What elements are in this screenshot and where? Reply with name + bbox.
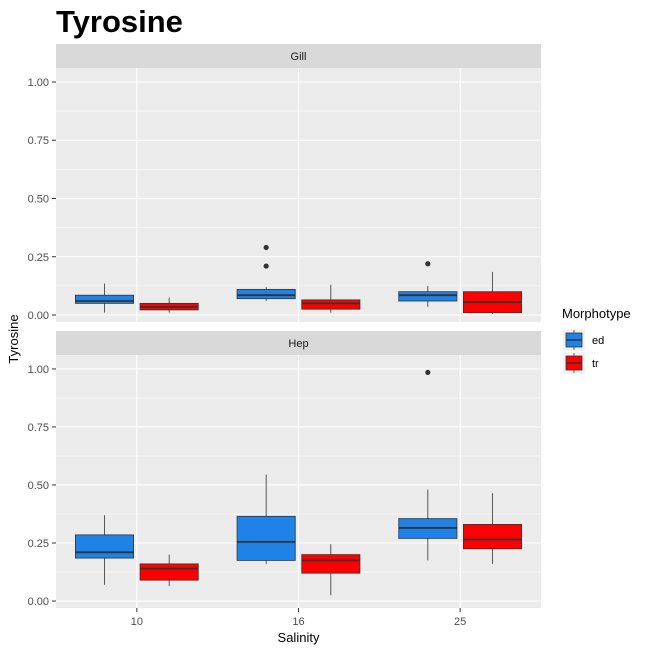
outlier-point [425, 261, 431, 267]
outlier-point [425, 369, 431, 376]
box-hep-16-ed [236, 474, 296, 564]
box-hep-25-ed [398, 369, 458, 561]
box-gill-25-ed [398, 261, 458, 307]
y-tick-label-hep: 0.25 [28, 538, 49, 550]
legend: Morphotype ed tr [562, 306, 631, 374]
box-body [236, 288, 296, 300]
legend-label-ed: ed [592, 335, 604, 347]
box-hep-10-ed [75, 515, 135, 585]
legend-title: Morphotype [562, 306, 631, 321]
y-tick-label-hep: 0.50 [28, 480, 49, 492]
x-tick-label-10: 10 [131, 616, 143, 628]
x-tick-label-16: 16 [292, 616, 304, 628]
strip-label-gill: Gill [291, 51, 307, 63]
facet-panels: Gill 0.00 0.25 0.50 0.75 1.00 Hep 0.00 0.25 0.50 0… [28, 44, 541, 608]
box-gill-16-ed [236, 244, 296, 302]
y-tick-label-hep: 0.00 [28, 596, 49, 608]
outlier-point [263, 263, 269, 269]
box-gill-25-tr [462, 271, 522, 314]
box-hep-16-tr [301, 544, 361, 596]
box-body [398, 291, 458, 302]
x-axis: 10 16 25 [131, 608, 466, 628]
box-body [139, 563, 199, 581]
y-tick-label-hep: 1.00 [28, 364, 49, 376]
box-body [75, 294, 135, 304]
y-tick-label-gill: 0.25 [28, 252, 49, 264]
box-body [301, 554, 361, 574]
box-body [462, 524, 522, 550]
box-gill-10-tr [139, 297, 199, 313]
x-axis-title: Salinity [278, 630, 320, 645]
box-gill-10-ed [75, 283, 135, 313]
strip-label-hep: Hep [288, 338, 308, 350]
outlier-point [263, 244, 269, 251]
y-axis-title: Tyrosine [6, 314, 21, 363]
panel-gill: Gill 0.00 0.25 0.50 0.75 1.00 [28, 44, 541, 322]
legend-entry-tr: tr [563, 352, 599, 374]
chart-title: Tyrosine [56, 4, 183, 39]
box-hep-25-tr [462, 493, 522, 564]
y-tick-label-gill: 0.50 [28, 193, 49, 205]
x-tick-label-25: 25 [454, 616, 466, 628]
y-tick-label-hep: 0.75 [28, 422, 49, 434]
box-body [236, 515, 296, 561]
box-body [75, 534, 135, 559]
box-hep-10-tr [139, 554, 199, 586]
strip-hep [56, 331, 541, 355]
y-tick-label-gill: 0.00 [28, 310, 49, 322]
y-tick-label-gill: 1.00 [28, 77, 49, 89]
box-gill-16-tr [301, 284, 361, 313]
y-tick-label-gill: 0.75 [28, 135, 49, 147]
legend-entry-ed: ed [563, 329, 604, 351]
panel-hep: Hep 0.00 0.25 0.50 0.75 1.00 [28, 331, 541, 608]
legend-label-tr: tr [592, 358, 599, 370]
strip-gill [56, 44, 541, 68]
box-body [301, 299, 361, 310]
